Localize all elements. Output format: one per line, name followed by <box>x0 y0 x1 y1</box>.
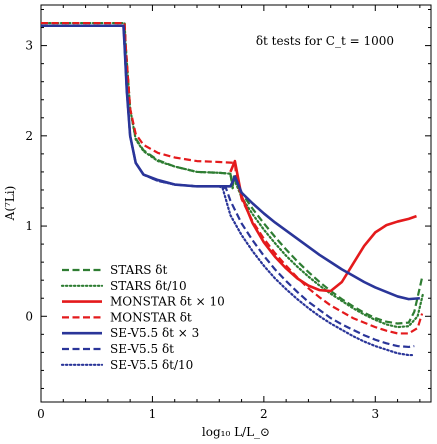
legend-label-3: MONSTAR δt × 10 <box>110 295 225 309</box>
x-axis-label: log₁₀ L/L_⊙ <box>202 425 270 439</box>
legend-label-7: SE-V5.5 δt/10 <box>110 358 193 372</box>
legend-label-6: SE-V5.5 δt <box>110 342 174 356</box>
series-layer <box>41 21 425 357</box>
legend: STARS δt STARS δt/10 MONSTAR δt × 10MONSTA… <box>60 263 225 372</box>
series-line-4 <box>41 21 424 335</box>
legend-label-1: STARS δt <box>110 263 168 277</box>
series-line-2 <box>41 21 425 329</box>
axis-ticks <box>40 5 431 402</box>
x-tick-label: 0 <box>37 407 45 421</box>
series-line-7 <box>41 24 416 357</box>
axis-tick-labels: 0 1 2 3 0 1 2 3 <box>25 39 379 421</box>
series-line-3 <box>229 159 417 293</box>
legend-label-2: STARS δt/10 <box>110 279 187 293</box>
legend-label-4: MONSTAR δt <box>110 310 192 324</box>
x-tick-label: 1 <box>149 407 157 421</box>
annotation-text: δt tests for C_t = 1000 <box>256 34 394 48</box>
y-tick-label: 1 <box>25 219 33 233</box>
plot-frame <box>40 4 432 403</box>
y-axis-label: A(⁷Li) <box>3 186 17 222</box>
y-tick-label: 2 <box>25 129 33 143</box>
y-tick-label: 0 <box>25 309 33 323</box>
x-tick-label: 2 <box>260 407 268 421</box>
y-tick-label: 3 <box>25 39 33 53</box>
x-tick-label: 3 <box>371 407 379 421</box>
legend-label-5: SE-V5.5 δt × 3 <box>110 326 199 340</box>
series-line-1 <box>41 21 424 325</box>
